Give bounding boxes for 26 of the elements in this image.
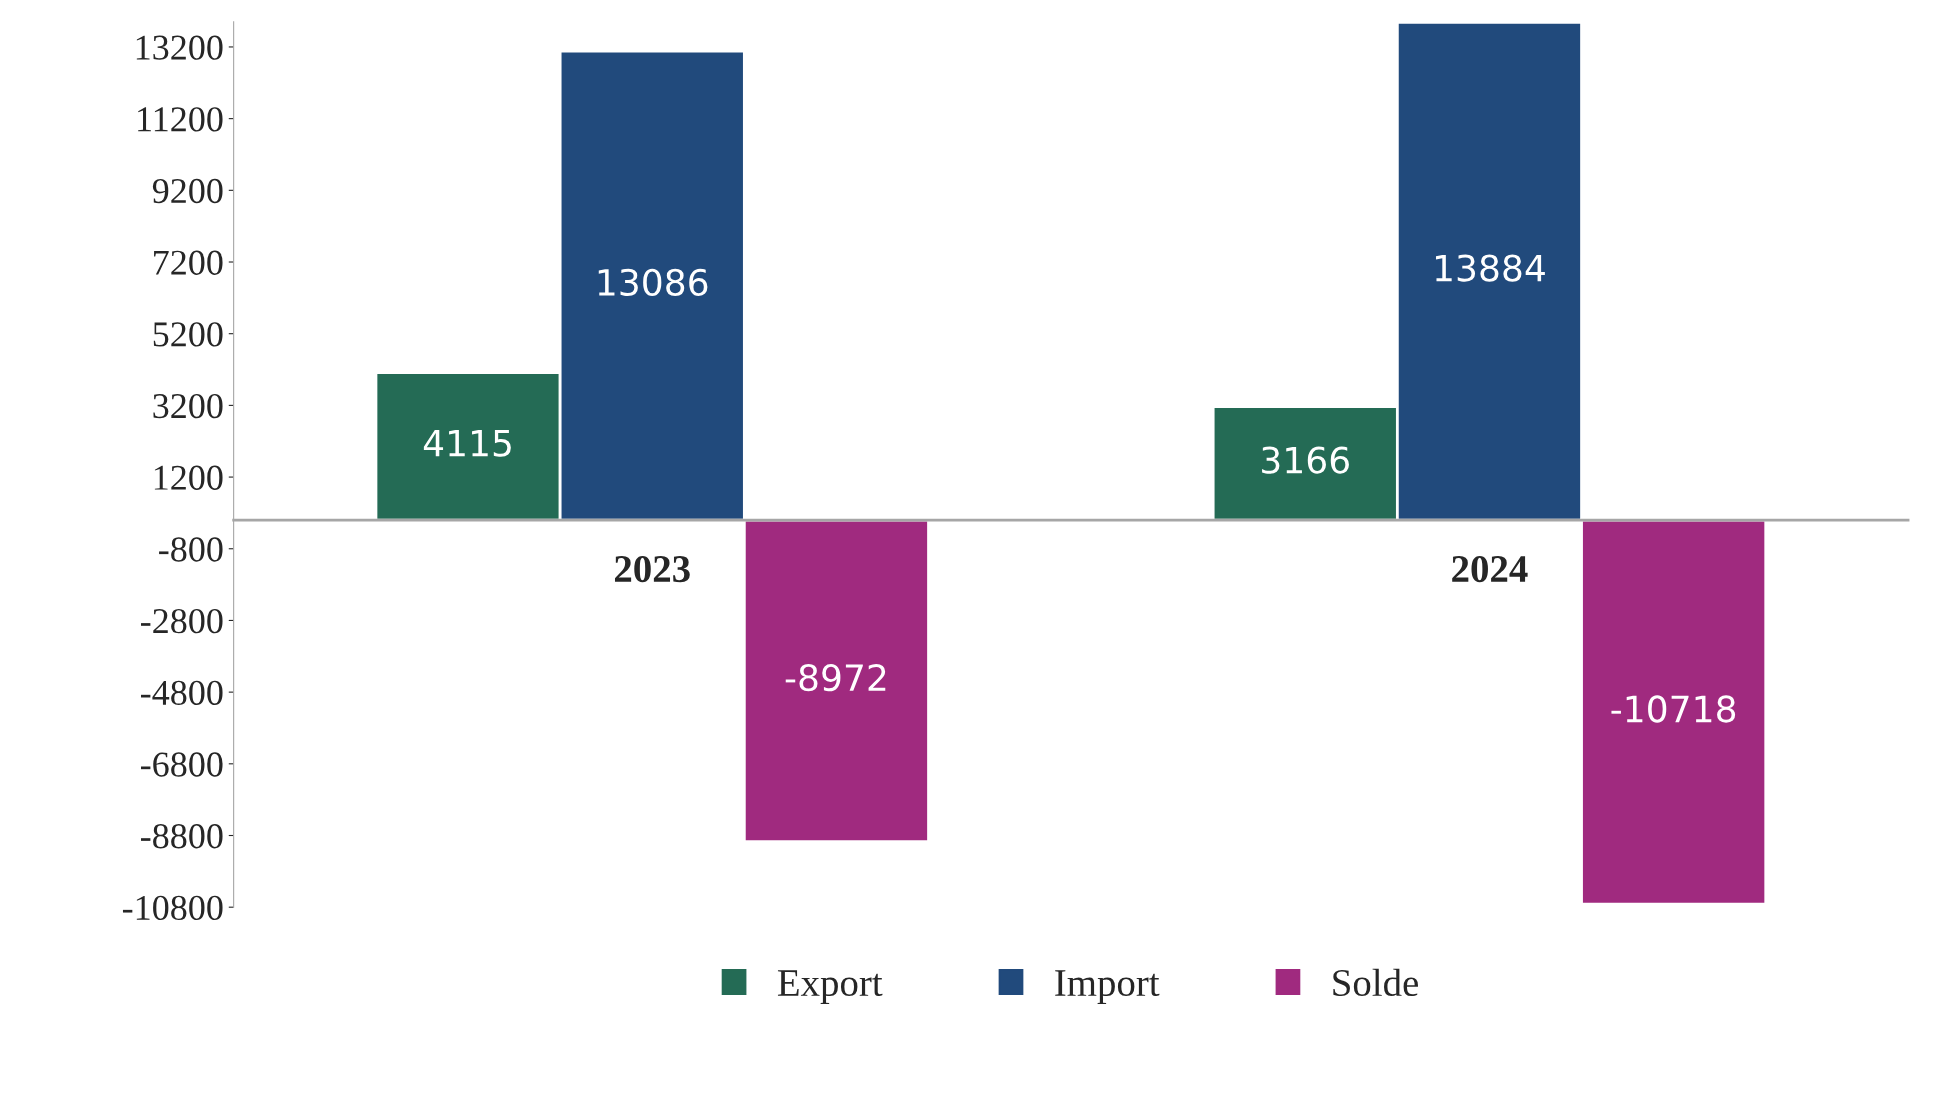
y-tick-label: -6800 <box>141 752 223 777</box>
y-tick-label: 5200 <box>153 322 223 347</box>
y-tick-label: 11200 <box>138 107 223 132</box>
bar <box>742 518 930 844</box>
data-label: 3166 <box>1262 446 1349 474</box>
y-tick-label: -8800 <box>141 824 223 849</box>
legend-label: Export <box>777 970 883 1005</box>
data-label: -8972 <box>785 664 886 692</box>
x-tick-label: 2024 <box>1452 555 1528 583</box>
data-label: -10718 <box>1611 695 1736 723</box>
x-tick-label: 2023 <box>614 555 690 583</box>
y-tick-label: -800 <box>159 537 223 562</box>
legend-label: Import <box>1055 970 1160 1005</box>
data-label: 13086 <box>598 268 708 297</box>
data-label: 4115 <box>423 429 511 457</box>
y-tick-label: 7200 <box>154 250 223 275</box>
bar <box>1580 518 1768 906</box>
y-tick-label: -10800 <box>122 895 223 921</box>
y-tick-label: 13200 <box>136 35 223 60</box>
data-label: 13884 <box>1435 254 1545 282</box>
legend-label: Solde <box>1333 968 1418 997</box>
y-tick-label: -4800 <box>141 680 223 706</box>
y-tick-label: 3200 <box>153 393 223 419</box>
y-tick-label: -2800 <box>141 608 223 634</box>
y-tick-label: 1200 <box>154 465 223 490</box>
y-tick-label: 9200 <box>152 178 223 204</box>
